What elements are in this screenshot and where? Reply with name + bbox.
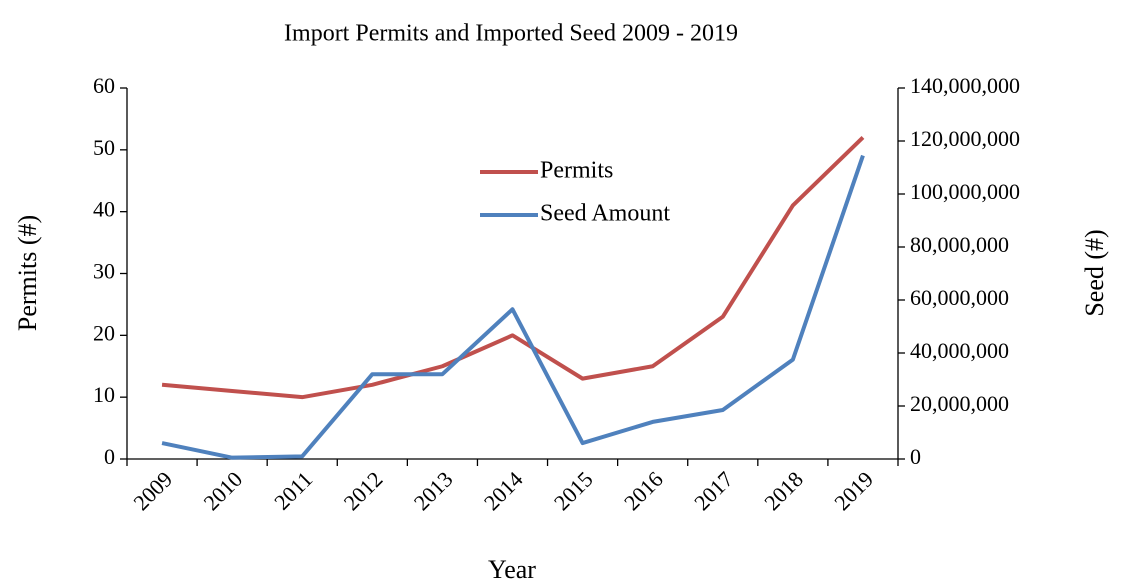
- x-tick-label: 2010: [198, 466, 247, 515]
- chart-title: Import Permits and Imported Seed 2009 - …: [284, 21, 738, 47]
- series-line: [161, 136, 865, 400]
- y2-axis-title: Seed (#): [1080, 229, 1109, 316]
- y2-tick-label: 120,000,000: [910, 126, 1020, 151]
- y-tick-label: 0: [104, 444, 115, 469]
- x-tick-label: 2013: [409, 466, 458, 515]
- legend-label: Permits: [540, 158, 613, 184]
- series-line: [161, 154, 865, 460]
- y-tick-label: 40: [93, 197, 115, 222]
- x-tick-label: 2014: [479, 466, 528, 515]
- y-tick-label: 20: [93, 320, 115, 345]
- x-tick-label: 2016: [619, 466, 668, 515]
- legend-label: Seed Amount: [540, 201, 670, 227]
- y2-tick-label: 100,000,000: [910, 179, 1020, 204]
- y2-tick-label: 140,000,000: [910, 73, 1020, 98]
- x-tick-label: 2009: [128, 466, 177, 515]
- y2-tick-label: 60,000,000: [910, 285, 1009, 310]
- x-tick-label: 2017: [689, 466, 738, 515]
- y2-tick-label: 80,000,000: [910, 232, 1009, 257]
- y-tick-label: 30: [93, 259, 115, 284]
- y-tick-label: 50: [93, 135, 115, 160]
- y2-tick-label: 40,000,000: [910, 338, 1009, 363]
- y2-tick-label: 20,000,000: [910, 391, 1009, 416]
- x-tick-label: 2011: [269, 466, 317, 514]
- x-tick-label: 2012: [339, 466, 388, 515]
- y-tick-label: 10: [93, 382, 115, 407]
- x-tick-label: 2018: [759, 466, 808, 515]
- x-tick-label: 2019: [829, 466, 878, 515]
- y-axis-title: Permits (#): [13, 215, 42, 331]
- y-tick-label: 60: [93, 73, 115, 98]
- x-axis-title: Year: [488, 555, 536, 584]
- x-tick-label: 2015: [549, 466, 598, 515]
- y2-tick-label: 0: [910, 444, 921, 469]
